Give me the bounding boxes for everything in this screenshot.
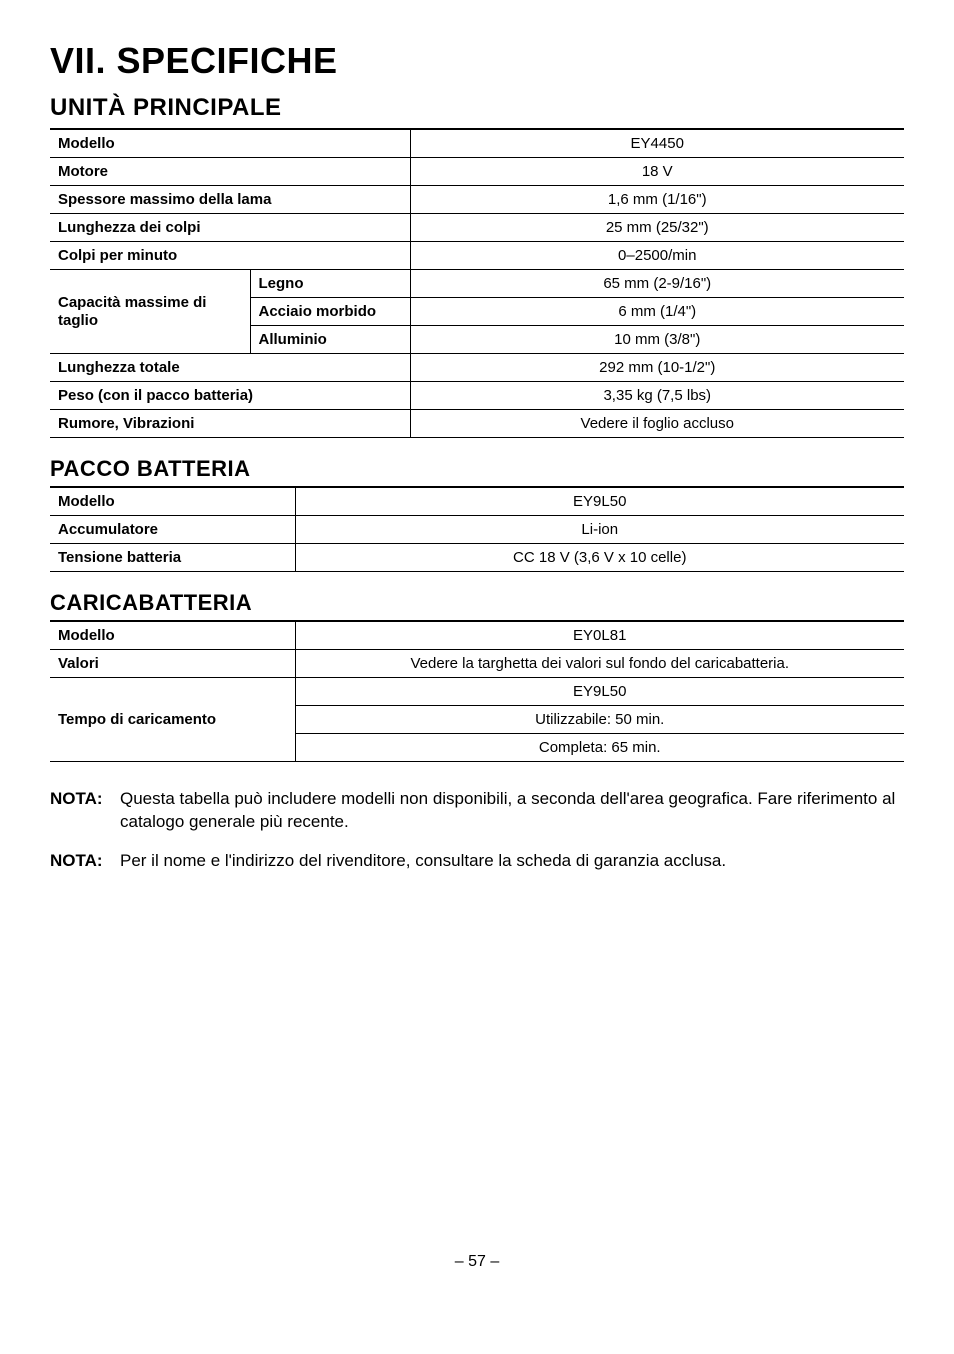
table-row: Peso (con il pacco batteria) 3,35 kg (7,…	[50, 382, 904, 410]
row-label: Tempo di caricamento	[50, 678, 295, 762]
row-value: Li-ion	[295, 516, 904, 544]
table-row: Colpi per minuto 0–2500/min	[50, 242, 904, 270]
row-label: Lunghezza totale	[50, 354, 410, 382]
row-value: 0–2500/min	[410, 242, 904, 270]
section-heading-charger: CARICABATTERIA	[50, 590, 904, 616]
row-value: EY9L50	[295, 487, 904, 516]
row-value: 18 V	[410, 158, 904, 186]
section-heading-battery: PACCO BATTERIA	[50, 456, 904, 482]
sub-row-label: Acciaio morbido	[250, 298, 410, 326]
row-label: Spessore massimo della lama	[50, 186, 410, 214]
row-label: Colpi per minuto	[50, 242, 410, 270]
main-unit-table: Modello EY4450 Motore 18 V Spessore mass…	[50, 128, 904, 438]
table-row: Accumulatore Li-ion	[50, 516, 904, 544]
table-row: Tempo di caricamento EY9L50	[50, 678, 904, 706]
row-value: 292 mm (10-1/2")	[410, 354, 904, 382]
table-row: Modello EY0L81	[50, 621, 904, 650]
table-row: Tensione batteria CC 18 V (3,6 V x 10 ce…	[50, 544, 904, 572]
row-label: Modello	[50, 487, 295, 516]
note-label: NOTA:	[50, 788, 120, 834]
row-label: Modello	[50, 621, 295, 650]
row-value: Utilizzabile: 50 min.	[295, 706, 904, 734]
row-value: EY9L50	[295, 678, 904, 706]
row-label: Rumore, Vibrazioni	[50, 410, 410, 438]
row-label: Peso (con il pacco batteria)	[50, 382, 410, 410]
row-value: EY0L81	[295, 621, 904, 650]
note-item: NOTA: Per il nome e l'indirizzo del rive…	[50, 850, 904, 873]
page-number: – 57 –	[50, 1253, 904, 1271]
row-label: Tensione batteria	[50, 544, 295, 572]
row-label: Motore	[50, 158, 410, 186]
row-label: Valori	[50, 650, 295, 678]
table-row: Spessore massimo della lama 1,6 mm (1/16…	[50, 186, 904, 214]
sub-row-label: Legno	[250, 270, 410, 298]
row-label: Accumulatore	[50, 516, 295, 544]
row-value: 10 mm (3/8")	[410, 326, 904, 354]
row-label: Lunghezza dei colpi	[50, 214, 410, 242]
note-text: Questa tabella può includere modelli non…	[120, 788, 904, 834]
row-value: Vedere il foglio accluso	[410, 410, 904, 438]
row-value: CC 18 V (3,6 V x 10 celle)	[295, 544, 904, 572]
page-title: VII. SPECIFICHE	[50, 40, 904, 82]
battery-table: Modello EY9L50 Accumulatore Li-ion Tensi…	[50, 486, 904, 572]
row-value: 3,35 kg (7,5 lbs)	[410, 382, 904, 410]
table-row: Valori Vedere la targhetta dei valori su…	[50, 650, 904, 678]
table-row: Modello EY4450	[50, 129, 904, 158]
table-row: Lunghezza totale 292 mm (10-1/2")	[50, 354, 904, 382]
row-value: Completa: 65 min.	[295, 734, 904, 762]
row-value: EY4450	[410, 129, 904, 158]
row-label: Modello	[50, 129, 410, 158]
row-value: 25 mm (25/32")	[410, 214, 904, 242]
row-value: 65 mm (2-9/16")	[410, 270, 904, 298]
notes-section: NOTA: Questa tabella può includere model…	[50, 788, 904, 873]
sub-row-label: Alluminio	[250, 326, 410, 354]
note-label: NOTA:	[50, 850, 120, 873]
table-row: Rumore, Vibrazioni Vedere il foglio accl…	[50, 410, 904, 438]
charger-table: Modello EY0L81 Valori Vedere la targhett…	[50, 620, 904, 762]
table-row: Modello EY9L50	[50, 487, 904, 516]
note-text: Per il nome e l'indirizzo del rivenditor…	[120, 850, 904, 873]
table-row: Capacità massime di taglio Legno 65 mm (…	[50, 270, 904, 298]
row-label: Capacità massime di taglio	[50, 270, 250, 354]
note-item: NOTA: Questa tabella può includere model…	[50, 788, 904, 834]
row-value: 1,6 mm (1/16")	[410, 186, 904, 214]
row-value: Vedere la targhetta dei valori sul fondo…	[295, 650, 904, 678]
table-row: Motore 18 V	[50, 158, 904, 186]
table-row: Lunghezza dei colpi 25 mm (25/32")	[50, 214, 904, 242]
row-value: 6 mm (1/4")	[410, 298, 904, 326]
section-heading-main-unit: UNITÀ PRINCIPALE	[50, 94, 904, 122]
